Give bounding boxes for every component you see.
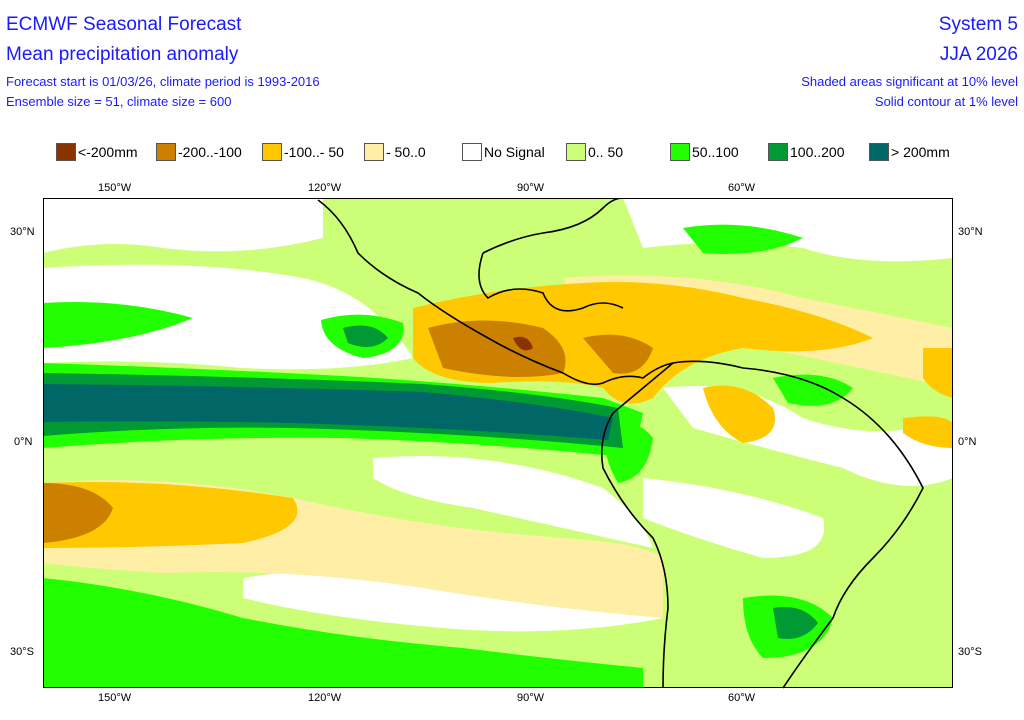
legend-item: - 50..0 bbox=[364, 143, 426, 161]
no-signal-area bbox=[373, 456, 653, 548]
legend-swatch bbox=[156, 143, 176, 161]
negative-200-100-area bbox=[583, 334, 653, 374]
negative-100-50-area bbox=[703, 385, 775, 443]
legend-label: 50..100 bbox=[692, 144, 739, 160]
lon-label-bottom: 150°W bbox=[98, 692, 132, 704]
lon-label-top: 60°W bbox=[728, 182, 756, 194]
no-signal-area bbox=[243, 569, 663, 632]
lon-label-bottom: 60°W bbox=[728, 692, 756, 704]
precipitation-anomaly-map bbox=[43, 198, 953, 689]
contour-note: Solid contour at 1% level bbox=[874, 94, 1018, 109]
negative-200-100-area bbox=[43, 483, 113, 543]
legend-item: 0.. 50 bbox=[566, 143, 623, 161]
legend-label: -100..- 50 bbox=[284, 144, 344, 160]
legend-swatch bbox=[869, 143, 889, 161]
coastline bbox=[317, 198, 924, 689]
legend-swatch bbox=[768, 143, 788, 161]
significance-note: Shaded areas significant at 10% level bbox=[801, 74, 1018, 89]
legend-swatch bbox=[462, 143, 482, 161]
no-signal-area bbox=[43, 198, 323, 253]
negative-100-50-area bbox=[903, 416, 953, 448]
negative-100-50-area bbox=[923, 348, 953, 398]
title: ECMWF Seasonal Forecast bbox=[6, 14, 242, 35]
subtitle: Mean precipitation anomaly bbox=[6, 44, 239, 65]
ensemble-info: Ensemble size = 51, climate size = 600 bbox=[6, 94, 232, 109]
lon-label-top: 120°W bbox=[308, 182, 342, 194]
legend-label: <-200mm bbox=[78, 144, 138, 160]
lon-label-bottom: 90°W bbox=[517, 692, 545, 704]
coastline-north-america bbox=[317, 199, 674, 386]
lat-label-left: 30°N bbox=[10, 226, 35, 238]
legend-label: > 200mm bbox=[891, 144, 950, 160]
positive-over-200-area bbox=[43, 384, 613, 440]
legend-swatch bbox=[364, 143, 384, 161]
legend-label: -200..-100 bbox=[178, 144, 242, 160]
lon-label-top: 150°W bbox=[98, 182, 132, 194]
system-label: System 5 bbox=[938, 14, 1018, 35]
coastline-gulf bbox=[478, 198, 624, 312]
lon-label-top: 90°W bbox=[517, 182, 545, 194]
lat-label-left: 30°S bbox=[10, 646, 34, 658]
coastline-south-america bbox=[600, 360, 924, 689]
no-signal-area bbox=[623, 198, 953, 262]
positive-100-200-area bbox=[343, 325, 388, 347]
legend-label: No Signal bbox=[484, 144, 545, 160]
legend-swatch bbox=[262, 143, 282, 161]
map-frame bbox=[43, 198, 953, 688]
lat-label-right: 0°N bbox=[958, 436, 977, 448]
positive-50-100-area bbox=[773, 374, 853, 406]
legend-swatch bbox=[566, 143, 586, 161]
legend-item: 100..200 bbox=[768, 143, 845, 161]
legend-item: No Signal bbox=[462, 143, 545, 161]
no-signal-area bbox=[43, 264, 413, 370]
forecast-info: Forecast start is 01/03/26, climate peri… bbox=[6, 74, 320, 89]
season-label: JJA 2026 bbox=[939, 44, 1018, 65]
positive-50-100-area bbox=[43, 302, 193, 348]
negative-under-200-area bbox=[513, 336, 533, 351]
negative-200-100-area bbox=[428, 320, 566, 377]
legend-item: -100..- 50 bbox=[262, 143, 344, 161]
legend-label: 0.. 50 bbox=[588, 144, 624, 160]
legend-item: 50..100 bbox=[670, 143, 739, 161]
legend-item: <-200mm bbox=[56, 143, 138, 161]
lon-label-bottom: 120°W bbox=[308, 692, 342, 704]
positive-50-100-area bbox=[683, 224, 803, 254]
legend-label: 100..200 bbox=[790, 144, 845, 160]
legend-swatch bbox=[56, 143, 76, 161]
legend-item: > 200mm bbox=[869, 143, 950, 161]
no-signal-area bbox=[643, 478, 825, 558]
lat-label-left: 0°N bbox=[14, 436, 33, 448]
legend-item: -200..-100 bbox=[156, 143, 242, 161]
negative-100-50-area bbox=[43, 482, 298, 548]
legend-label: - 50..0 bbox=[386, 144, 426, 160]
positive-100-200-area bbox=[773, 607, 818, 639]
legend-swatch bbox=[670, 143, 690, 161]
lat-label-right: 30°S bbox=[958, 646, 982, 658]
lat-label-right: 30°N bbox=[958, 226, 983, 238]
positive-50-100-area bbox=[43, 578, 643, 688]
